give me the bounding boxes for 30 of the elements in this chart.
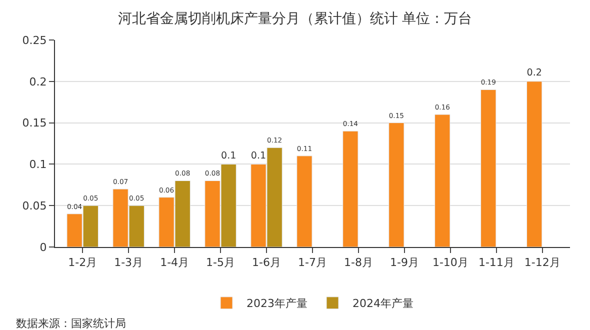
x-tick-label: 1-5月 — [206, 256, 236, 270]
bar — [342, 130, 358, 247]
data-label: 0.2 — [526, 68, 542, 79]
data-label: 0.1 — [221, 150, 236, 162]
y-tick-label: 0.05 — [22, 199, 47, 212]
y-tick-label: 0.15 — [22, 116, 47, 130]
chart-title: 河北省金属切削机床产量分月（累计值）统计 单位：万台 — [118, 11, 472, 27]
bar — [388, 122, 404, 247]
y-tick-label: 0.25 — [22, 34, 47, 47]
bar — [296, 156, 312, 247]
x-tick-label: 1-7月 — [298, 256, 327, 270]
x-tick-label: 1-2月 — [68, 256, 98, 270]
x-tick-label: 1-9月 — [390, 256, 419, 270]
data-label: 0.1 — [250, 150, 266, 162]
x-tick-label: 1-4月 — [160, 256, 190, 270]
x-tick-label: 1-11月 — [478, 256, 514, 270]
source-note: 数据来源：国家统计局 — [16, 317, 126, 330]
y-tick-label: 0 — [40, 240, 47, 254]
x-tick-label: 1-3月 — [114, 256, 144, 270]
x-tick-label: 1-12月 — [524, 256, 560, 270]
y-tick-label: 0.1 — [29, 158, 47, 172]
bar — [480, 89, 496, 247]
x-tick-label: 1-6月 — [252, 256, 282, 270]
legend-label: 2024年产量 — [352, 297, 414, 310]
legend-label: 2023年产量 — [246, 297, 308, 310]
bar — [434, 114, 450, 247]
x-tick-label: 1-10月 — [432, 256, 468, 270]
y-tick-label: 0.2 — [29, 75, 47, 88]
bar — [526, 81, 542, 247]
x-tick-label: 1-8月 — [344, 256, 373, 270]
